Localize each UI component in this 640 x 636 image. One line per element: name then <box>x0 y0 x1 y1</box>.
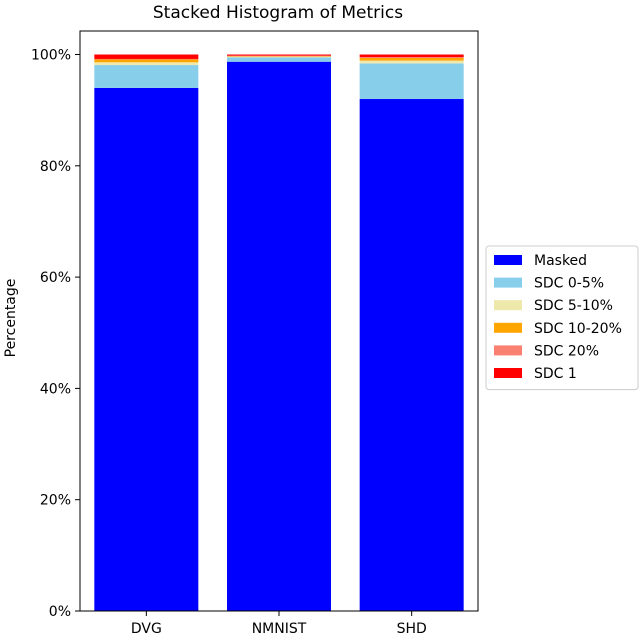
y-tick-label: 60% <box>40 270 71 286</box>
legend-label: SDC 10-20% <box>534 321 622 337</box>
bar-segment <box>94 62 199 66</box>
bar-segment <box>359 57 464 61</box>
legend-label: Masked <box>534 253 587 269</box>
legend: Masked SDC 0-5% SDC 5-10% SDC 10-20% SDC 20%… <box>485 245 639 391</box>
chart-title: Stacked Histogram of Metrics <box>153 3 403 23</box>
legend-swatch <box>494 255 522 265</box>
y-ticks-group: 0% 20% 40% 60% 80% 100% <box>31 48 80 620</box>
legend-label: SDC 0-5% <box>534 276 604 292</box>
bars-group <box>94 54 464 612</box>
legend-label: SDC 5-10% <box>534 298 613 314</box>
x-tick-label: SHD <box>397 621 427 636</box>
legend-label: SDC 1 <box>534 366 577 382</box>
legend-swatch <box>494 322 522 333</box>
bar-segment <box>94 58 199 60</box>
legend-swatch <box>494 345 522 356</box>
x-tick-label: DVG <box>131 621 162 636</box>
legend-swatch <box>494 368 522 378</box>
bar-segment <box>94 65 199 88</box>
x-ticks-group: DVG NMNIST SHD <box>131 611 427 636</box>
plot-frame <box>79 30 479 612</box>
y-tick-label: 100% <box>31 48 71 64</box>
y-tick-label: 0% <box>49 604 71 620</box>
bar-segment <box>359 54 464 58</box>
bar-segment <box>227 56 331 58</box>
bar-segment <box>359 57 464 58</box>
bar-segment <box>227 54 331 56</box>
bar-segment <box>227 61 331 612</box>
legend-swatch <box>494 277 522 288</box>
bar-segment <box>94 54 199 59</box>
y-tick-label: 80% <box>40 159 71 175</box>
y-axis-label: Percentage <box>3 279 19 358</box>
bar-segment <box>94 87 199 611</box>
y-tick-label: 20% <box>40 493 71 509</box>
bar-segment <box>94 59 199 63</box>
legend-box <box>485 245 639 391</box>
legend-label: SDC 20% <box>534 343 599 359</box>
y-tick-label: 40% <box>40 381 71 397</box>
x-tick-label: NMNIST <box>252 621 307 636</box>
bar-segment <box>227 56 331 57</box>
bar-segment <box>227 55 331 57</box>
legend-swatch <box>494 300 522 311</box>
bar-segment <box>359 60 464 64</box>
bar-segment <box>359 99 464 612</box>
bar-segment <box>359 63 464 100</box>
bar-segment <box>227 57 331 62</box>
